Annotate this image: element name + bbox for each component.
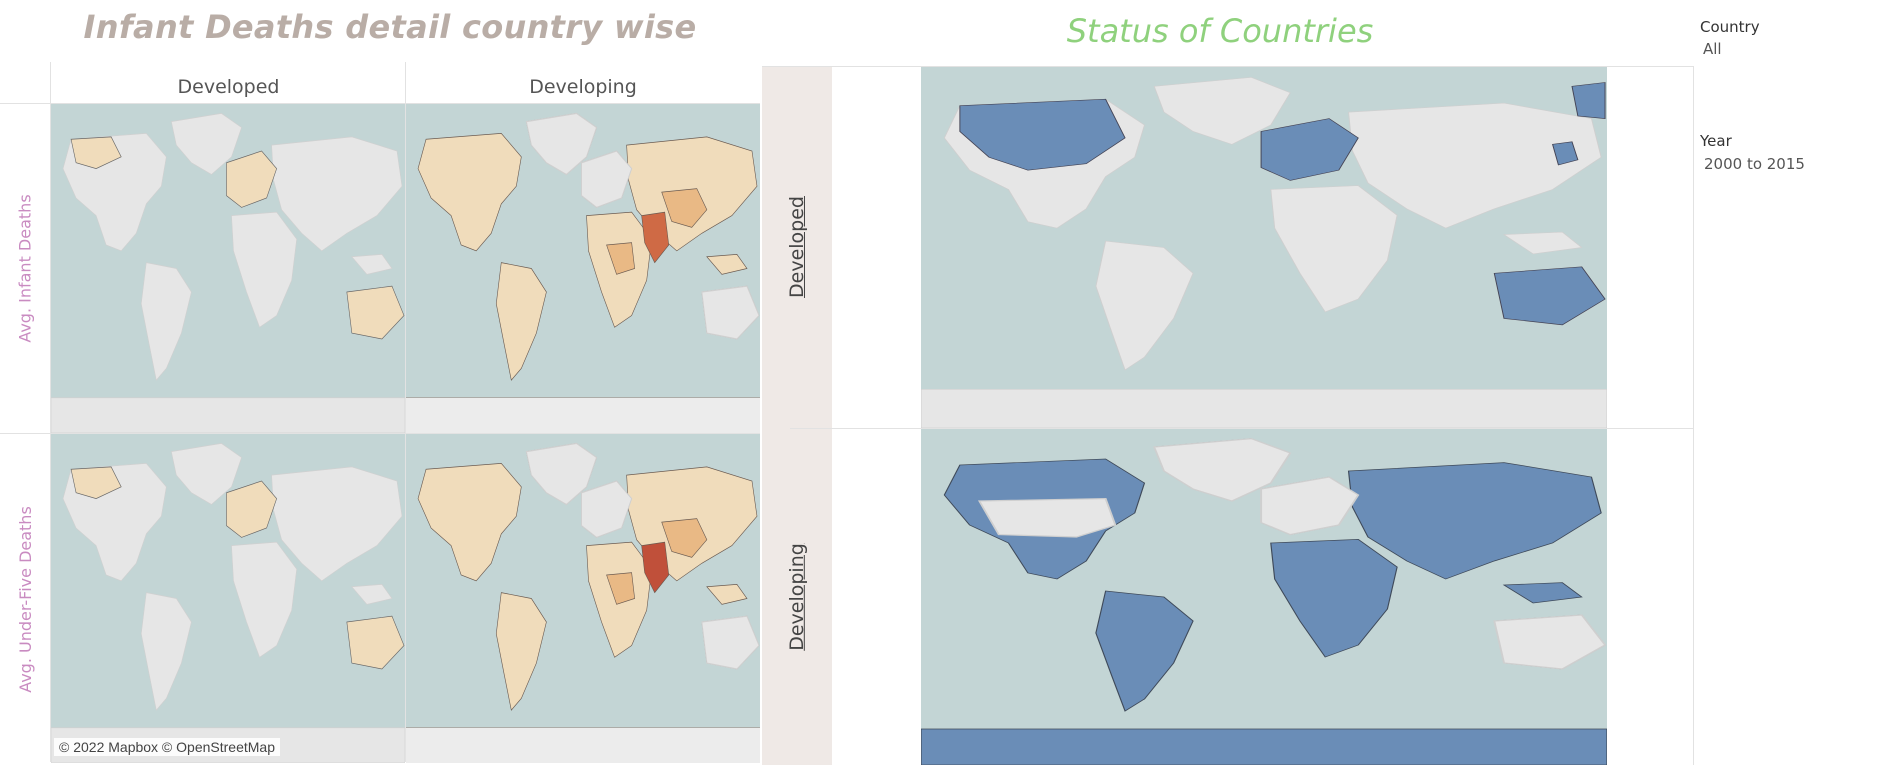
map-status-developed[interactable] xyxy=(921,67,1607,428)
left-sheet-row-divider xyxy=(0,433,760,434)
left-dashboard-title: Infant Deaths detail country wise xyxy=(83,8,697,46)
status-row-header-developed[interactable]: Developed xyxy=(786,196,808,298)
row-header-infant-deaths[interactable]: Avg. Infant Deaths xyxy=(15,194,35,343)
column-header-developing[interactable]: Developing xyxy=(529,76,637,98)
map-infant-developed[interactable] xyxy=(51,104,405,433)
column-header-developed[interactable]: Developed xyxy=(177,76,280,98)
right-sheet-top-rule xyxy=(762,66,1694,67)
year-filter-value[interactable]: 2000 to 2015 xyxy=(1704,155,1805,173)
country-filter-value[interactable]: All xyxy=(1703,40,1722,58)
left-sheet-header-rule xyxy=(0,103,760,104)
map-under-five-developing[interactable] xyxy=(406,434,760,763)
left-sheet-column-divider xyxy=(405,62,406,762)
year-filter-label: Year xyxy=(1700,132,1732,150)
map-under-five-developed[interactable] xyxy=(51,434,405,763)
status-row-developing-cell: Developing xyxy=(762,429,832,765)
map-infant-developing[interactable] xyxy=(406,104,760,433)
row-header-under-five-cell: Avg. Under-Five Deaths xyxy=(0,434,50,765)
row-header-under-five-deaths[interactable]: Avg. Under-Five Deaths xyxy=(15,506,35,693)
status-row-header-developing[interactable]: Developing xyxy=(786,543,809,651)
row-header-infant-deaths-cell: Avg. Infant Deaths xyxy=(0,104,50,433)
status-row-developed-cell: Developed xyxy=(762,66,832,428)
map-status-developing[interactable] xyxy=(921,429,1607,765)
right-sheet-right-edge xyxy=(1693,66,1694,765)
right-sheet-row-header-band xyxy=(762,66,832,765)
country-filter-label: Country xyxy=(1700,18,1760,36)
right-sheet-row-divider xyxy=(790,428,1694,429)
map-attribution: © 2022 Mapbox © OpenStreetMap xyxy=(54,738,280,756)
left-sheet-divider xyxy=(50,62,51,762)
right-dashboard-title: Status of Countries xyxy=(1066,12,1374,50)
